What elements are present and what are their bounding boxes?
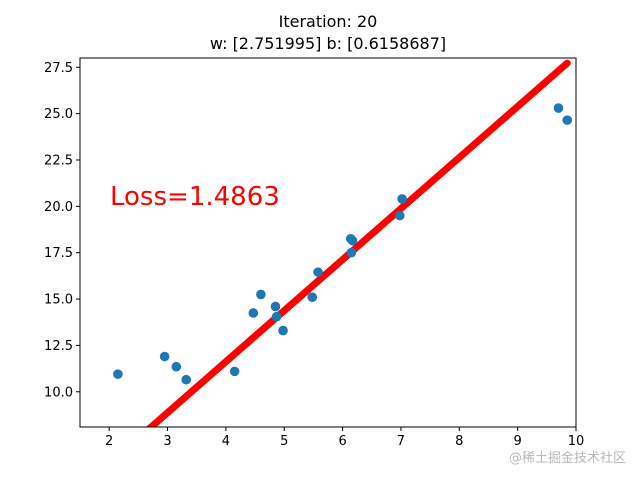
data-point [256, 289, 266, 300]
data-point [397, 194, 407, 204]
data-point [313, 267, 323, 277]
x-tick-label: 10 [568, 434, 585, 449]
data-point [394, 210, 405, 221]
y-tick-label: 22.5 [44, 153, 73, 168]
x-tick-label: 3 [163, 434, 171, 449]
data-point [159, 351, 170, 362]
plot-frame [79, 57, 577, 428]
data-point [181, 374, 192, 385]
data-point [278, 325, 288, 336]
loss-annotation: Loss=1.4863 [110, 182, 280, 212]
data-point [171, 361, 182, 372]
data-point [307, 292, 318, 303]
x-tick-label: 8 [455, 434, 463, 449]
data-point [248, 308, 259, 318]
x-tick-label: 6 [338, 434, 346, 449]
fit-line-layer [145, 59, 571, 427]
x-tick-label: 2 [105, 434, 113, 449]
y-tick-label: 12.5 [44, 339, 73, 354]
scatter-points [113, 103, 573, 385]
watermark: @稀土掘金技术社区 [509, 450, 626, 466]
data-point [113, 369, 123, 379]
y-tick-label: 10.0 [44, 385, 73, 400]
y-tick-label: 27.5 [44, 61, 73, 76]
data-point [346, 247, 357, 258]
chart-subtitle: w: [2.751995] b: [0.6158687] [210, 34, 446, 53]
y-tick-label: 25.0 [44, 107, 73, 122]
data-point [553, 103, 564, 113]
x-axis: 2 3 4 5 6 7 8 9 10 [105, 427, 584, 449]
data-point [347, 235, 358, 246]
y-tick-label: 15.0 [44, 293, 73, 308]
data-point [271, 311, 282, 322]
x-tick-label: 4 [222, 434, 230, 449]
data-point [562, 115, 573, 125]
data-point [229, 366, 240, 377]
chart-title: Iteration: 20 [279, 12, 378, 31]
y-axis: 10.0 12.5 15.0 17.5 20.0 22.5 25.0 27.5 [44, 61, 80, 400]
x-tick-label: 5 [280, 434, 288, 449]
y-tick-label: 20.0 [44, 200, 73, 215]
y-tick-label: 17.5 [44, 246, 73, 261]
fit-line [145, 59, 571, 427]
x-tick-label: 9 [514, 434, 522, 449]
x-tick-label: 7 [397, 434, 405, 449]
data-point [270, 301, 281, 312]
